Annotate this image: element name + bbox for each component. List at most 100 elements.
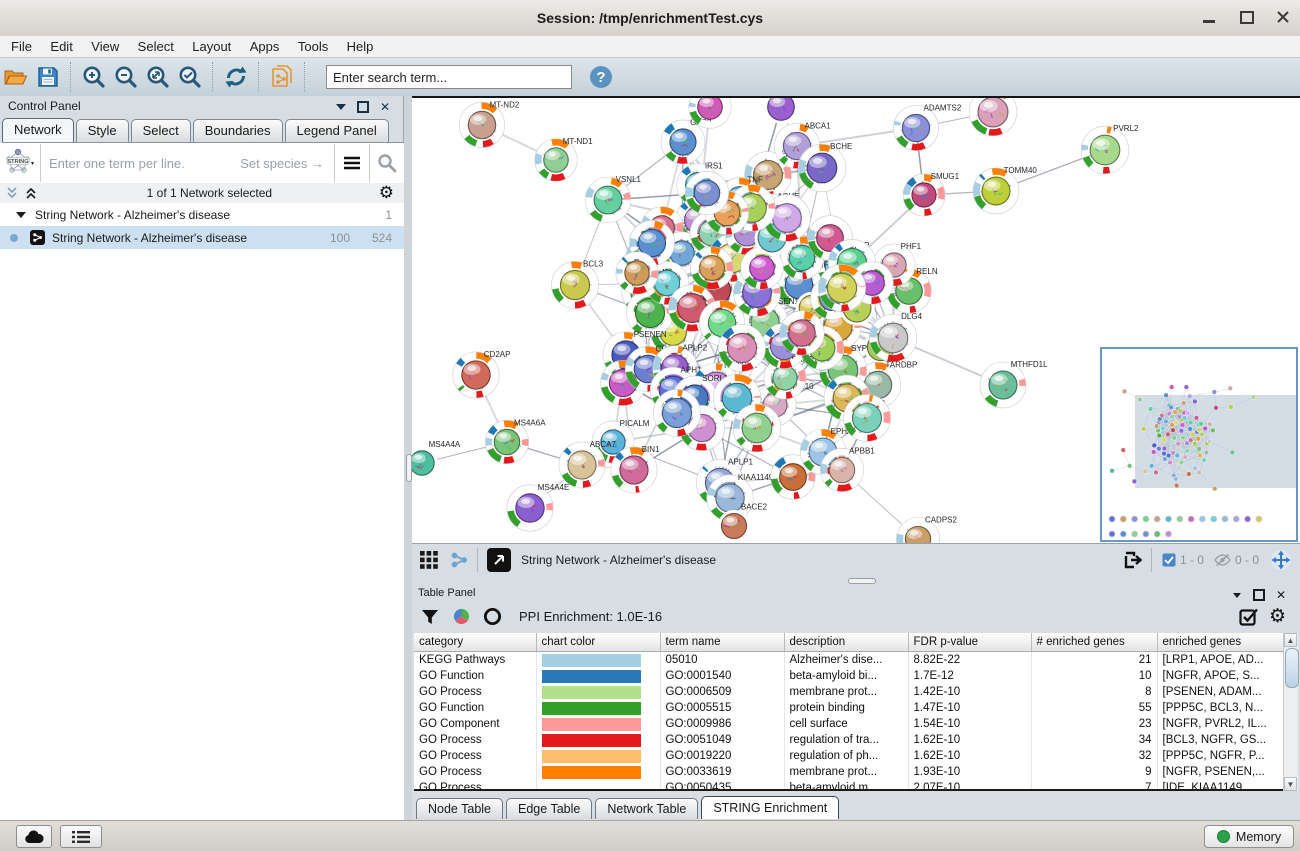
zoom-fit-button[interactable]	[143, 62, 173, 92]
col-num-genes[interactable]: # enriched genes	[1031, 633, 1157, 652]
menu-view[interactable]: View	[84, 36, 126, 57]
chart-color-cell[interactable]	[536, 684, 660, 700]
col-category[interactable]: category	[414, 633, 536, 652]
menu-apps[interactable]: Apps	[243, 36, 287, 57]
zoom-selected-button[interactable]	[175, 62, 205, 92]
table-cell[interactable]: protein binding	[784, 700, 908, 716]
col-genes[interactable]: enriched genes	[1157, 633, 1283, 652]
col-chart-color[interactable]: chart color	[536, 633, 660, 652]
table-cell[interactable]: [NGFR, PVRL2, IL...	[1157, 716, 1283, 732]
network-node[interactable]: TOMM40	[973, 166, 1037, 214]
table-cell[interactable]: KEGG Pathways	[414, 652, 536, 669]
panel-menu-icon[interactable]	[334, 100, 348, 114]
table-cell[interactable]: 1.47E-10	[908, 700, 1031, 716]
string-term-input[interactable]	[41, 156, 240, 171]
enrichment-row[interactable]: GO ProcessGO:0033619membrane prot...1.93…	[414, 764, 1283, 780]
table-cell[interactable]: GO:0050435	[660, 780, 784, 791]
table-cell[interactable]: 32	[1031, 748, 1157, 764]
save-session-button[interactable]	[33, 62, 63, 92]
table-cell[interactable]: [IDE, KIAA1149...	[1157, 780, 1283, 791]
tab-network-table[interactable]: Network Table	[595, 798, 698, 819]
string-options-button[interactable]	[334, 144, 369, 182]
chart-color-cell[interactable]	[536, 652, 660, 669]
table-cell[interactable]: 1.54E-10	[908, 716, 1031, 732]
splitter-grip[interactable]	[848, 578, 876, 584]
grid-view-button[interactable]	[416, 548, 442, 572]
table-cell[interactable]: GO:0019220	[660, 748, 784, 764]
panel-close-icon[interactable]: ✕	[378, 100, 392, 114]
table-cell[interactable]: GO:0033619	[660, 764, 784, 780]
enrichment-row[interactable]: GO ProcessGO:0006509membrane prot...1.42…	[414, 684, 1283, 700]
menu-tools[interactable]: Tools	[291, 36, 335, 57]
enrichment-row[interactable]: GO Function GO:0005515protein binding1.47…	[414, 700, 1283, 716]
network-node[interactable]	[969, 98, 1017, 136]
table-cell[interactable]: GO Process	[414, 748, 536, 764]
table-cell[interactable]: cell surface	[784, 716, 908, 732]
table-scrollbar[interactable]: ▲ ▼	[1283, 633, 1298, 791]
table-cell[interactable]: membrane prot...	[784, 764, 908, 780]
table-cell[interactable]: beta-amyloid bi...	[784, 668, 908, 684]
enrichment-row[interactable]: GO ProcessGO:0051049regulation of tra...…	[414, 732, 1283, 748]
table-cell[interactable]: membrane prot...	[784, 684, 908, 700]
network-node[interactable]	[780, 311, 824, 355]
table-cell[interactable]: GO:0001540	[660, 668, 784, 684]
enrichment-row[interactable]: GO FunctionGO:0001540beta-amyloid bi...1…	[414, 668, 1283, 684]
panel-close-icon[interactable]: ✕	[1274, 588, 1288, 602]
table-cell[interactable]: GO Function	[414, 700, 536, 716]
panel-float-icon[interactable]	[356, 100, 370, 114]
chart-color-cell[interactable]	[536, 764, 660, 780]
task-list-button[interactable]	[60, 825, 102, 848]
table-cell[interactable]: [PSENEN, ADAM...	[1157, 684, 1283, 700]
scroll-down-icon[interactable]: ▼	[1284, 777, 1297, 791]
tab-select[interactable]: Select	[131, 119, 191, 142]
string-logo-dropdown[interactable]: STRING	[0, 144, 41, 182]
enrichment-row[interactable]: GO ComponentGO:0009986cell surface1.54E-…	[414, 716, 1283, 732]
network-node[interactable]	[766, 98, 797, 122]
import-network-button[interactable]	[267, 62, 297, 92]
network-node[interactable]: PVRL2	[1081, 124, 1139, 174]
table-cell[interactable]: 2.07E-10	[908, 780, 1031, 791]
table-cell[interactable]: [PPP5C, NGFR, P...	[1157, 748, 1283, 764]
detach-view-button[interactable]	[487, 548, 511, 572]
help-button[interactable]: ?	[586, 62, 616, 92]
chart-color-cell[interactable]	[536, 780, 660, 791]
network-node[interactable]: BCL3	[551, 259, 603, 308]
table-cell[interactable]: 05010	[660, 652, 784, 669]
string-search-button[interactable]	[369, 144, 404, 182]
filter-button[interactable]	[417, 605, 443, 629]
select-columns-icon[interactable]	[1239, 607, 1259, 627]
network-node[interactable]	[691, 247, 734, 290]
table-cell[interactable]: GO:0006509	[660, 684, 784, 700]
panel-float-icon[interactable]	[1252, 588, 1266, 602]
chart-color-cell[interactable]	[536, 668, 660, 684]
tab-string-enrichment[interactable]: STRING Enrichment	[701, 796, 839, 819]
table-cell[interactable]: [PPP5C, BCL3, N...	[1157, 700, 1283, 716]
table-cell[interactable]: GO Process	[414, 732, 536, 748]
table-cell[interactable]: beta-amyloid m...	[784, 780, 908, 791]
col-fdr[interactable]: FDR p-value	[908, 633, 1031, 652]
table-cell[interactable]: 1.62E-10	[908, 748, 1031, 764]
network-node[interactable]: VSNL1	[585, 175, 641, 223]
network-overview-button[interactable]	[446, 548, 472, 572]
table-cell[interactable]: 8.82E-22	[908, 652, 1031, 669]
refresh-network-button[interactable]	[221, 62, 251, 92]
network-node[interactable]: ABCA7	[559, 440, 617, 488]
table-cell[interactable]: 34	[1031, 732, 1157, 748]
export-network-button[interactable]	[1120, 548, 1146, 572]
panel-menu-icon[interactable]	[1230, 588, 1244, 602]
network-collection-row[interactable]: String Network - Alzheimer's disease 1	[0, 203, 404, 226]
table-cell[interactable]: [BCL3, NGFR, GS...	[1157, 732, 1283, 748]
table-cell[interactable]: 55	[1031, 700, 1157, 716]
collapse-all-icon[interactable]	[5, 186, 21, 200]
table-cell[interactable]: GO:0005515	[660, 700, 784, 716]
table-cell[interactable]: [LRP1, APOE, AD...	[1157, 652, 1283, 669]
network-node[interactable]: MS4A4E	[507, 483, 570, 531]
enrichment-row[interactable]: GO ProcessGO:0019220regulation of ph...1…	[414, 748, 1283, 764]
table-cell[interactable]: 1.62E-10	[908, 732, 1031, 748]
network-node[interactable]: CD2AP	[453, 350, 511, 398]
birdseye-canvas[interactable]	[1102, 349, 1296, 540]
tab-boundaries[interactable]: Boundaries	[193, 119, 283, 142]
table-cell[interactable]: GO Function	[414, 668, 536, 684]
table-cell[interactable]: 8	[1031, 684, 1157, 700]
table-cell[interactable]: 1.42E-10	[908, 684, 1031, 700]
